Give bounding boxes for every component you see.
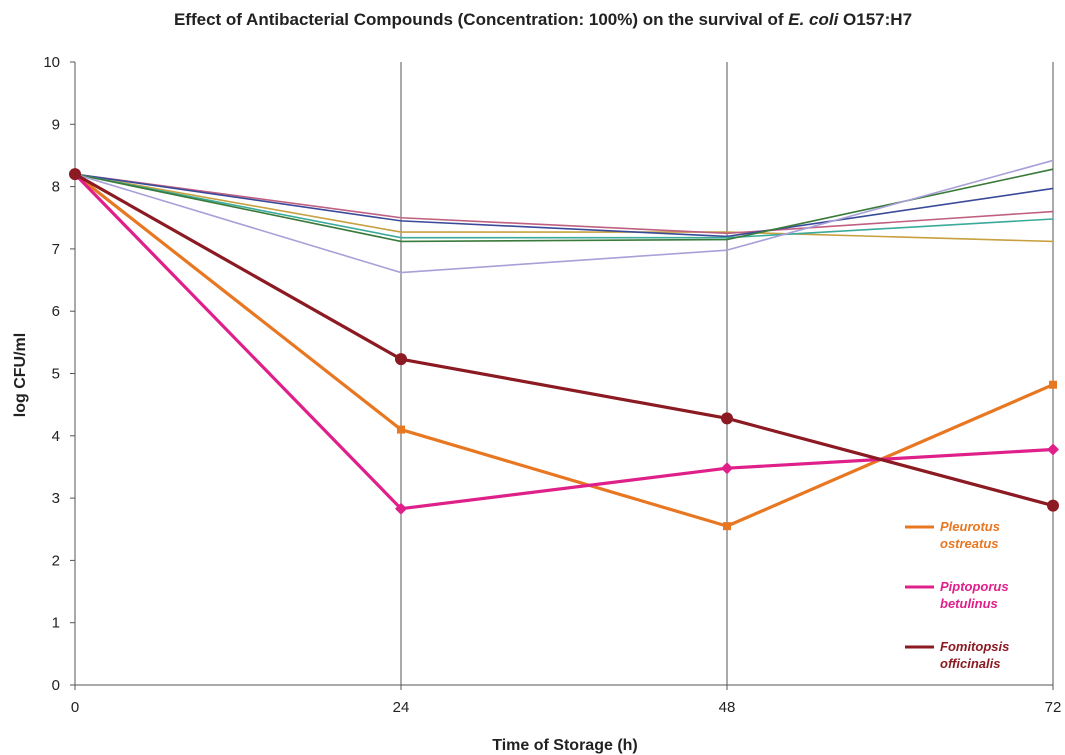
y-tick-labels: 0 1 2 3 4 5 6 7 8 9 10 xyxy=(43,54,60,694)
legend-label: ostreatus xyxy=(940,536,999,551)
data-point xyxy=(1049,380,1057,389)
x-tick-label: 0 xyxy=(71,699,79,716)
data-point xyxy=(721,412,733,425)
series-line-6 xyxy=(74,159,1054,274)
series-line-8 xyxy=(73,173,1054,511)
y-tick-label: 0 xyxy=(52,677,60,694)
x-tick-label: 24 xyxy=(393,699,410,716)
series-lines xyxy=(73,159,1054,528)
data-point xyxy=(1047,499,1059,512)
data-point xyxy=(395,353,407,366)
legend-label: betulinus xyxy=(940,596,998,611)
series-line-7 xyxy=(74,172,1054,528)
legend-label: Piptoporus xyxy=(940,579,1009,594)
x-tick-label: 48 xyxy=(719,699,736,716)
data-point xyxy=(723,522,731,531)
y-tick-label: 3 xyxy=(52,490,60,507)
data-point xyxy=(721,462,733,475)
y-tick-label: 4 xyxy=(52,428,60,445)
series-line-2 xyxy=(74,173,1054,235)
data-point xyxy=(397,425,405,434)
series-line-3 xyxy=(74,173,1054,238)
grid-lines xyxy=(400,62,1054,685)
y-axis-label: log CFU/ml xyxy=(12,333,29,417)
legend: Pleurotus ostreatus Piptoporus betulinus Fom… xyxy=(905,519,1009,671)
series-line-4 xyxy=(74,173,1054,239)
axes xyxy=(70,61,1054,690)
series-line-9 xyxy=(74,172,1054,508)
data-point xyxy=(1047,443,1059,456)
legend-label: Pleurotus xyxy=(940,519,1000,534)
series-line-5 xyxy=(74,168,1054,243)
data-point xyxy=(69,168,81,181)
data-point xyxy=(395,502,407,515)
y-tick-label: 5 xyxy=(52,366,60,383)
series-markers xyxy=(69,168,1059,531)
y-tick-label: 10 xyxy=(43,54,60,71)
x-axis-label: Time of Storage (h) xyxy=(492,737,638,754)
series-line-1 xyxy=(74,173,1054,243)
y-tick-label: 7 xyxy=(52,241,60,258)
y-tick-label: 2 xyxy=(52,552,60,569)
x-tick-label: 72 xyxy=(1045,699,1062,716)
chart-title: Effect of Antibacterial Compounds (Conce… xyxy=(174,10,912,29)
x-tick-labels: 0 24 48 72 xyxy=(71,699,1062,716)
y-tick-label: 6 xyxy=(52,303,60,320)
y-tick-label: 9 xyxy=(52,116,60,133)
legend-label: officinalis xyxy=(940,656,1000,671)
legend-label: Fomitopsis xyxy=(940,639,1009,654)
y-tick-label: 8 xyxy=(52,179,60,196)
y-tick-label: 1 xyxy=(52,615,60,632)
